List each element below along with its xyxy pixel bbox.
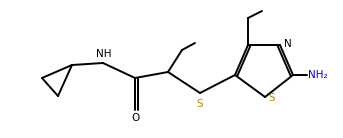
Text: NH: NH	[96, 49, 112, 59]
Text: S: S	[197, 99, 203, 109]
Text: S: S	[268, 93, 275, 103]
Text: NH₂: NH₂	[308, 70, 328, 80]
Text: O: O	[131, 113, 139, 123]
Text: N: N	[284, 39, 292, 49]
